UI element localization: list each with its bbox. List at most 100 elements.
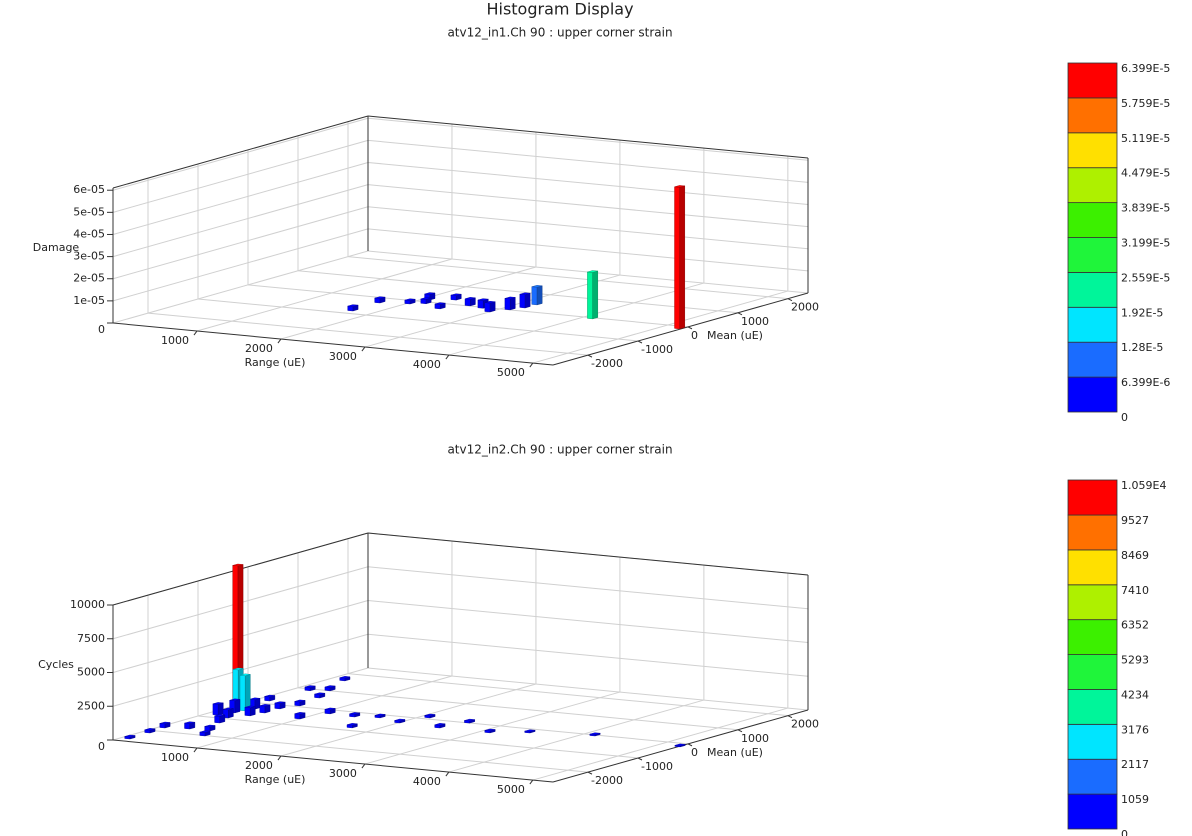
grid-line bbox=[112, 250, 369, 324]
x-tick bbox=[361, 346, 366, 352]
colorbar-label: 9527 bbox=[1121, 514, 1149, 527]
bar bbox=[346, 723, 358, 729]
z-tick-label: 10000 bbox=[70, 598, 105, 611]
bar-face bbox=[184, 722, 191, 730]
grid-line bbox=[367, 184, 809, 228]
x-tick-label: 5000 bbox=[497, 366, 525, 379]
colorbar-label: 4234 bbox=[1121, 688, 1149, 701]
grid-line bbox=[280, 683, 537, 757]
bar-face bbox=[589, 732, 601, 735]
grid-line bbox=[112, 228, 369, 302]
colorbar-label: 6.399E-5 bbox=[1121, 62, 1170, 75]
bar-face bbox=[587, 270, 598, 273]
grid-line bbox=[532, 707, 788, 781]
z-tick-label: 2500 bbox=[77, 699, 105, 712]
z-tick-label: 0 bbox=[98, 323, 105, 336]
colorbar-swatch bbox=[1067, 479, 1118, 516]
x-tick-label: 1000 bbox=[161, 751, 189, 764]
bar bbox=[434, 723, 446, 729]
bar bbox=[524, 729, 536, 734]
colorbar-label: 3176 bbox=[1121, 723, 1149, 736]
bar-face bbox=[531, 286, 538, 306]
x-tick-label: 3000 bbox=[329, 767, 357, 780]
bar-face bbox=[484, 728, 496, 732]
bar bbox=[339, 676, 351, 682]
colorbar-swatch bbox=[1067, 584, 1118, 621]
axis-edge bbox=[112, 322, 554, 366]
bar bbox=[464, 718, 475, 724]
y-tick bbox=[637, 757, 643, 761]
bar bbox=[420, 297, 432, 305]
bar-face bbox=[324, 707, 336, 711]
bar-face bbox=[424, 713, 436, 717]
colorbar-swatch bbox=[1067, 97, 1118, 134]
axis-edge bbox=[367, 115, 809, 159]
y-axis-label: Mean (uE) bbox=[707, 329, 763, 342]
bar-face bbox=[347, 304, 359, 307]
bar-face bbox=[204, 724, 216, 728]
colorbar-label: 3.199E-5 bbox=[1121, 237, 1170, 250]
bar bbox=[204, 724, 216, 732]
colorbar-label: 1.059E4 bbox=[1121, 479, 1166, 492]
grid-line bbox=[197, 298, 639, 342]
y-tick-label: -2000 bbox=[591, 357, 623, 370]
bar bbox=[259, 704, 271, 714]
colorbar-label: 5.759E-5 bbox=[1121, 97, 1170, 110]
y-tick bbox=[587, 354, 593, 358]
bar bbox=[144, 728, 156, 734]
bar-face bbox=[214, 715, 221, 724]
grid-line bbox=[367, 117, 809, 161]
bar bbox=[424, 713, 436, 719]
bar bbox=[264, 694, 276, 702]
bar-face bbox=[674, 185, 685, 188]
bar-face bbox=[519, 293, 526, 309]
colorbar-label: 0 bbox=[1121, 411, 1128, 424]
colorbar-swatch bbox=[1067, 619, 1118, 655]
z-tick-label: 1e-05 bbox=[73, 294, 105, 307]
axis-edge bbox=[367, 532, 809, 576]
colorbar-label: 2117 bbox=[1121, 758, 1149, 771]
grid-line bbox=[367, 566, 809, 610]
bar-face bbox=[349, 712, 360, 715]
bar-face bbox=[244, 674, 251, 712]
bar-face bbox=[234, 699, 241, 714]
bar-face bbox=[294, 701, 301, 707]
bar bbox=[244, 705, 256, 717]
grid-line bbox=[364, 691, 621, 765]
x-axis-label: Range (uE) bbox=[245, 773, 306, 786]
bar-face bbox=[184, 721, 195, 724]
bar-face bbox=[217, 702, 224, 716]
bar-face bbox=[394, 718, 406, 722]
grid-line bbox=[448, 282, 705, 356]
grid-line bbox=[112, 184, 369, 258]
x-tick bbox=[445, 771, 450, 777]
z-tick-label: 5e-05 bbox=[73, 205, 105, 218]
page-title: Histogram Display bbox=[486, 0, 633, 19]
colorbar-label: 4.479E-5 bbox=[1121, 167, 1170, 180]
colorbar-swatch bbox=[1067, 689, 1118, 725]
colorbar-label: 5293 bbox=[1121, 654, 1149, 667]
bar-face bbox=[420, 297, 432, 300]
bar bbox=[124, 734, 136, 740]
bar bbox=[349, 712, 361, 718]
bar-face bbox=[294, 713, 301, 720]
grid-line bbox=[112, 139, 369, 213]
colorbar-swatch bbox=[1067, 376, 1118, 413]
bar-face bbox=[346, 723, 358, 726]
colorbar-swatch bbox=[1067, 306, 1118, 343]
z-tick-label: 5000 bbox=[77, 666, 105, 679]
grid-line bbox=[112, 206, 369, 280]
y-tick bbox=[687, 743, 693, 747]
bar bbox=[304, 685, 316, 692]
colorbar-label: 8469 bbox=[1121, 549, 1149, 562]
grid-line bbox=[197, 715, 639, 759]
bar-face bbox=[536, 285, 543, 306]
bar bbox=[374, 713, 386, 719]
bar-face bbox=[339, 676, 351, 679]
x-tick-label: 4000 bbox=[413, 358, 441, 371]
bar bbox=[394, 718, 406, 724]
bar-face bbox=[504, 298, 511, 311]
y-tick bbox=[687, 326, 693, 330]
bar-face bbox=[249, 706, 256, 717]
